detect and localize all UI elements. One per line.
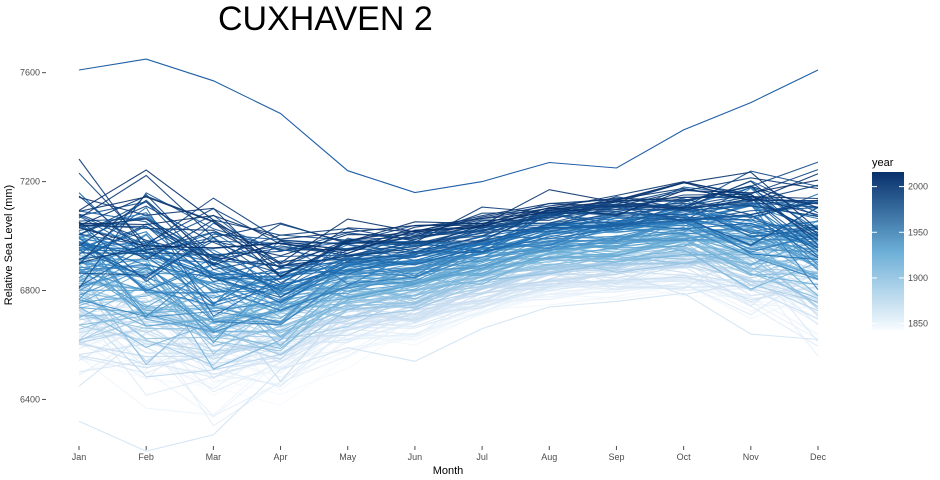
series-line-1992	[78, 197, 819, 271]
series-line-1884	[78, 276, 819, 337]
legend-colorbar	[872, 172, 904, 330]
x-axis: Jan Feb Mar Apr May Jun Jul Aug Sep Oct Nov Dec	[72, 446, 827, 462]
x-tick-label: Dec	[810, 452, 827, 462]
x-tick-label: Aug	[541, 452, 557, 462]
x-tick-label: May	[339, 452, 357, 462]
x-tick-label: Jan	[72, 452, 87, 462]
x-tick-label: Feb	[138, 452, 154, 462]
series-line-1965	[78, 198, 819, 294]
series-line-1943	[78, 234, 819, 334]
legend: year 1850 1900 1950 2000	[872, 157, 928, 330]
y-tick-label: 7600	[20, 68, 40, 78]
legend-tick-label: 1950	[908, 227, 928, 237]
series-line-1986	[78, 212, 819, 283]
series-line-1967	[78, 221, 819, 306]
y-tick-label: 6800	[20, 286, 40, 296]
series-line-1981	[78, 208, 819, 288]
legend-tick-label: 1850	[908, 319, 928, 329]
series-line-2013	[78, 196, 819, 278]
y-tick-label: 6400	[20, 394, 40, 404]
series-line-2016	[78, 173, 819, 254]
legend-title: year	[872, 157, 894, 169]
x-tick-label: Nov	[743, 452, 760, 462]
x-tick-label: Jun	[408, 452, 423, 462]
x-tick-label: Oct	[677, 452, 692, 462]
series-line-2008	[78, 174, 819, 245]
series-line-1945	[78, 224, 819, 295]
series-line-1910	[78, 239, 819, 352]
legend-tick-label: 1900	[908, 273, 928, 283]
y-axis: 6400 6800 7200 7600	[20, 68, 46, 404]
series-line-1979	[78, 222, 819, 305]
series-line-2014	[78, 171, 819, 240]
legend-ticks: 1850 1900 1950 2000	[872, 182, 928, 329]
series-line-1935	[78, 217, 819, 331]
series-line-1991	[78, 206, 819, 276]
legend-tick-label: 2000	[908, 182, 928, 192]
x-axis-label: Month	[433, 465, 464, 477]
x-tick-label: Apr	[274, 452, 288, 462]
y-tick-label: 7200	[20, 177, 40, 187]
series-line-1861	[78, 255, 819, 427]
series-line-1993	[78, 192, 819, 289]
series-line-1983	[78, 214, 819, 292]
series-line-2010	[78, 158, 819, 257]
series-line-max-envelope	[78, 58, 819, 194]
series-lines	[78, 58, 819, 452]
series-line-2015	[78, 169, 819, 264]
series-line-2006	[78, 184, 819, 267]
x-tick-label: Sep	[608, 452, 624, 462]
chart-title: CUXHAVEN 2	[218, 0, 433, 38]
x-tick-label: Jul	[476, 452, 488, 462]
x-tick-label: Mar	[206, 452, 222, 462]
series-line-1858	[78, 285, 819, 390]
series-line-min-envelope	[78, 292, 819, 452]
y-axis-label: Relative Sea Level (mm)	[3, 185, 15, 305]
